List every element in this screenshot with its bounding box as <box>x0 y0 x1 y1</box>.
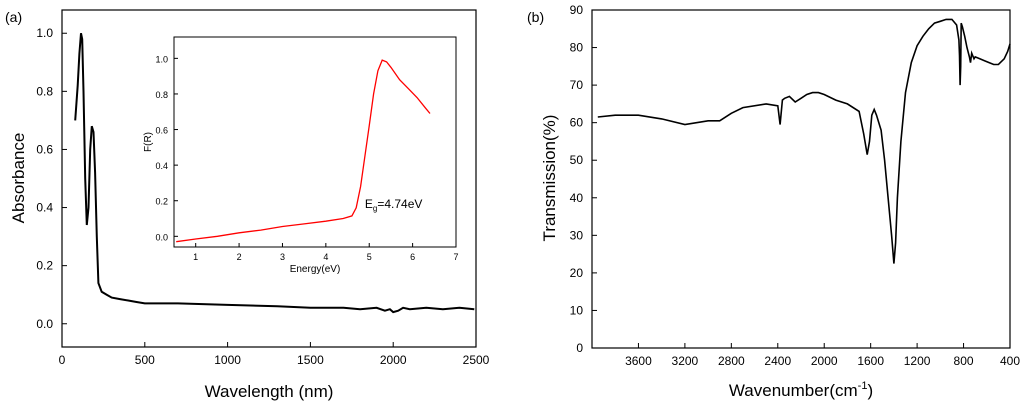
panel-a-x-tick-label: 1500 <box>297 353 324 367</box>
panel-a-x-axis-label: Wavelength (nm) <box>205 382 334 401</box>
inset-y-tick-label: 0.2 <box>155 197 168 207</box>
panel-b-x-label-end: ) <box>867 381 873 400</box>
panel-b-plot-frame <box>591 9 1011 349</box>
inset-bandgap-annotation: Eg=4.74eV <box>365 197 423 213</box>
panel-b-y-ticks: 0 10 20 30 40 50 60 70 80 90 <box>570 3 597 355</box>
panel-a-x-tick-label: 500 <box>135 353 155 367</box>
inset-y-axis-label: F(R) <box>143 132 154 152</box>
inset-plot-frame <box>173 36 457 248</box>
panel-a-plot-frame <box>61 9 477 348</box>
inset-y-tick-label: 0.0 <box>155 232 168 242</box>
panel-b-y-tick-label: 0 <box>576 341 583 355</box>
panel-b-x-tick-label: 400 <box>1000 354 1020 368</box>
panel-a-x-tick-label: 2000 <box>380 353 407 367</box>
panel-b-x-tick-label: 2400 <box>764 354 791 368</box>
panel-b-transmission-line <box>597 18 1011 264</box>
panel-b-y-tick-label: 10 <box>570 303 584 317</box>
inset-x-axis-label: Energy(eV) <box>290 264 341 275</box>
panel-b: (b) 3600 3200 2800 2400 2000 1600 1200 800 400 0… <box>527 3 1020 400</box>
panel-b-x-label-sup: -1 <box>858 380 868 392</box>
panel-b-x-tick-label: 800 <box>954 354 974 368</box>
panel-a-y-ticks: 0.0 0.2 0.4 0.6 0.8 1.0 <box>36 26 67 331</box>
panel-a-y-tick-label: 0.4 <box>36 201 53 215</box>
panel-b-y-tick-label: 40 <box>570 191 584 205</box>
panel-a-y-tick-label: 0.8 <box>36 84 53 98</box>
panel-a-y-axis-label: Absorbance <box>9 133 28 224</box>
panel-b-y-axis-label: Transmission(%) <box>540 115 559 242</box>
inset-y-tick-label: 0.6 <box>155 126 168 136</box>
panel-b-y-tick-label: 90 <box>570 3 584 17</box>
panel-a-absorbance-line <box>74 33 475 314</box>
inset-x-tick-label: 5 <box>367 252 372 262</box>
annotation-e: E <box>365 197 373 211</box>
inset-y-tick-label: 0.4 <box>155 161 168 171</box>
panel-a-x-tick-label: 1000 <box>214 353 241 367</box>
panel-b-y-tick-label: 80 <box>570 41 584 55</box>
panel-b-y-tick-label: 30 <box>570 228 584 242</box>
inset-x-tick-label: 3 <box>280 252 285 262</box>
panel-b-x-ticks: 3600 3200 2800 2400 2000 1600 1200 800 400 <box>625 343 1020 368</box>
annotation-subscript: g <box>373 204 377 213</box>
panel-b-x-tick-label: 3600 <box>625 354 652 368</box>
inset-y-tick-label: 0.8 <box>155 90 168 100</box>
inset-panel: 1 2 3 4 5 6 7 0.0 0.2 0.4 0.6 0.8 1.0 Eg=4.74eV Ene… <box>143 36 459 275</box>
inset-x-tick-label: 1 <box>193 252 198 262</box>
panel-a-x-tick-label: 0 <box>59 353 66 367</box>
inset-x-tick-label: 2 <box>237 252 242 262</box>
panel-a-y-tick-label: 0.0 <box>36 317 53 331</box>
inset-x-tick-label: 7 <box>453 252 458 262</box>
panel-a-y-tick-label: 0.2 <box>36 259 53 273</box>
panel-a: (a) 0 500 1000 1500 2000 2500 0.0 0.2 0.4 0.6 0.8… <box>5 9 490 401</box>
panel-b-x-tick-label: 1200 <box>904 354 931 368</box>
inset-x-tick-label: 4 <box>323 252 328 262</box>
inset-fr-line <box>176 59 431 243</box>
panel-b-x-tick-label: 3200 <box>672 354 699 368</box>
panel-b-y-tick-label: 70 <box>570 78 584 92</box>
panel-b-y-tick-label: 60 <box>570 116 584 130</box>
inset-x-tick-label: 6 <box>410 252 415 262</box>
panel-b-x-label-main: Wavenumber(cm <box>729 381 858 400</box>
panel-a-y-tick-label: 0.6 <box>36 142 53 156</box>
panel-b-x-tick-label: 1600 <box>857 354 884 368</box>
panel-a-y-tick-label: 1.0 <box>36 26 53 40</box>
inset-y-ticks: 0.0 0.2 0.4 0.6 0.8 1.0 <box>155 54 178 242</box>
inset-x-ticks: 1 2 3 4 5 6 7 <box>193 243 459 262</box>
annotation-value: =4.74eV <box>377 197 422 211</box>
panel-a-x-ticks: 0 500 1000 1500 2000 2500 <box>59 342 490 367</box>
panel-b-x-tick-label: 2000 <box>811 354 838 368</box>
panel-b-y-tick-label: 20 <box>570 266 584 280</box>
panel-b-x-axis-label: Wavenumber(cm-1) <box>729 380 873 400</box>
panel-b-x-tick-label: 2800 <box>718 354 745 368</box>
panel-a-x-tick-label: 2500 <box>463 353 490 367</box>
panel-b-y-tick-label: 50 <box>570 153 584 167</box>
panel-a-label: (a) <box>5 9 22 25</box>
inset-y-tick-label: 1.0 <box>155 54 168 64</box>
panel-b-label: (b) <box>527 9 544 25</box>
